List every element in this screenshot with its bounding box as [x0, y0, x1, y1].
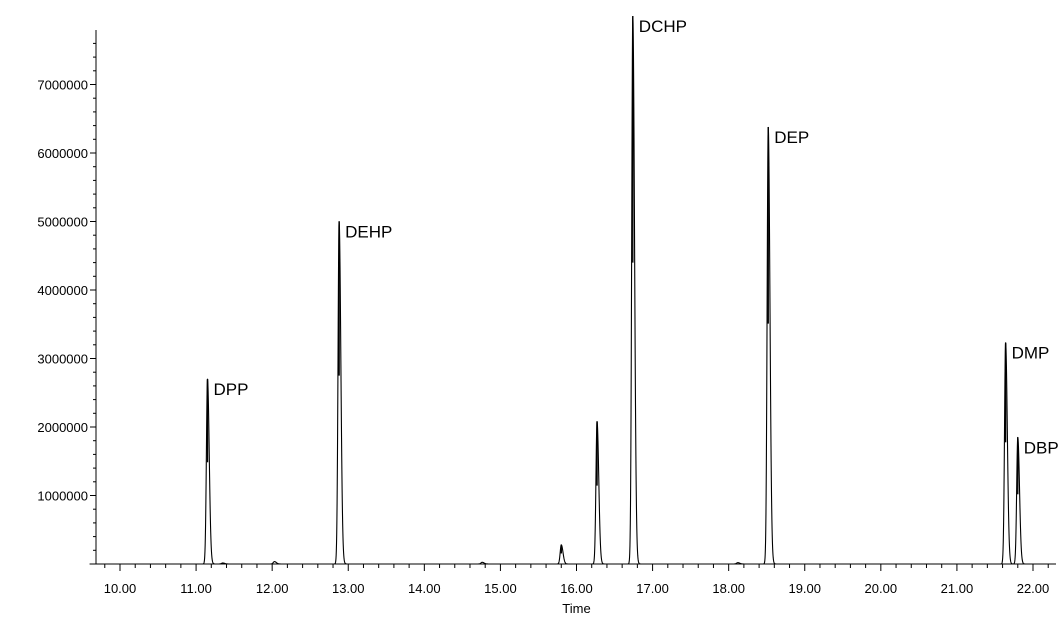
y-tick-label: 3000000 — [37, 352, 88, 367]
x-tick-label: 10.00 — [104, 581, 137, 596]
peak-label-dpp: DPP — [213, 380, 248, 399]
x-tick-label: 19.00 — [788, 581, 821, 596]
y-axis: 1000000 2000000 3000000 4000000 5000000 60000… — [37, 30, 97, 564]
x-tick-label: 21.00 — [941, 581, 974, 596]
y-tick-label: 2000000 — [37, 420, 88, 435]
peak-label-dmp: DMP — [1012, 344, 1050, 363]
x-tick-label: 11.00 — [180, 581, 212, 596]
x-tick-label: 14.00 — [408, 581, 441, 596]
y-tick-label: 6000000 — [37, 146, 88, 161]
x-tick-label: 17.00 — [636, 581, 669, 596]
y-tick-label: 7000000 — [37, 78, 88, 93]
peak-label-dchp: DCHP — [639, 17, 687, 36]
x-tick-label: 16.00 — [560, 581, 593, 596]
x-tick-label: 13.00 — [332, 581, 365, 596]
plot-area — [89, 16, 1057, 565]
y-tick-label: 4000000 — [37, 283, 88, 298]
x-tick-label: 12.00 — [256, 581, 289, 596]
chromatogram-trace — [89, 16, 1057, 565]
x-axis: 10.00 11.00 12.00 13.00 14.00 15.00 16.00 17.00… — [96, 563, 1056, 596]
x-tick-label: 20.00 — [865, 581, 898, 596]
x-tick-label: 22.00 — [1017, 581, 1050, 596]
peak-label-dehp: DEHP — [345, 223, 392, 242]
x-tick-label: 18.00 — [712, 581, 745, 596]
peak-labels: DPP DEHP DCHP DEP DMP DBP — [213, 17, 1058, 457]
x-tick-label: 15.00 — [484, 581, 517, 596]
peak-label-dep: DEP — [774, 128, 809, 147]
x-axis-title: Time — [562, 601, 590, 616]
y-tick-label: 5000000 — [37, 215, 88, 230]
peak-label-dbp: DBP — [1024, 438, 1058, 457]
y-tick-label: 1000000 — [37, 489, 88, 504]
